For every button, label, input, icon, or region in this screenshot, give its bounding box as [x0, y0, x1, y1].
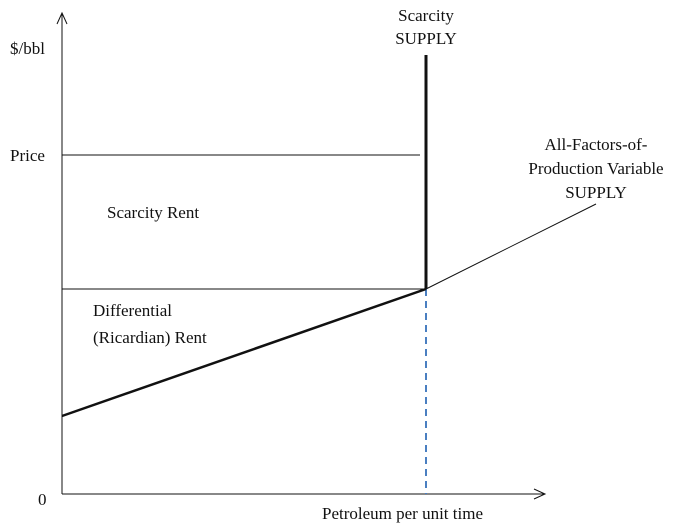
differential-rent-label-line1: Differential [93, 301, 172, 320]
scarcity-rent-label: Scarcity Rent [107, 203, 200, 222]
differential-rent-label-line2: (Ricardian) Rent [93, 328, 207, 347]
price-tick-label: Price [10, 146, 45, 165]
y-axis-label: $/bbl [10, 39, 45, 58]
scarcity-supply-label-line1: Scarcity [398, 6, 454, 25]
x-axis-arrowhead [533, 488, 547, 500]
all-factors-label-line1: All-Factors-of- [544, 135, 648, 154]
variable-supply-thick [61, 287, 427, 418]
variable-supply-extension [425, 203, 597, 290]
all-factors-label-line2: Production Variable [528, 159, 664, 178]
origin-label: 0 [38, 490, 47, 509]
scarcity-supply-label-line2: SUPPLY [395, 29, 457, 48]
y-axis-arrowhead [56, 11, 68, 25]
all-factors-label-line3: SUPPLY [565, 183, 627, 202]
x-axis-label: Petroleum per unit time [322, 504, 483, 523]
